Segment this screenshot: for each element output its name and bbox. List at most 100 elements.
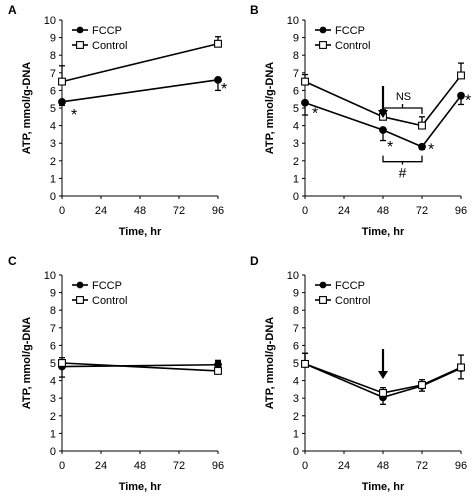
legend-marker xyxy=(319,26,327,34)
data-point-fccp xyxy=(418,142,426,151)
y-tick-label: 9 xyxy=(293,33,299,45)
y-tick-label: 10 xyxy=(44,270,56,282)
y-tick-label: 5 xyxy=(293,103,299,115)
legend-marker xyxy=(76,41,84,49)
hash-label: # xyxy=(399,165,407,181)
x-tick-label: 48 xyxy=(134,460,146,472)
y-tick-label: 9 xyxy=(293,288,299,300)
y-tick-label: 0 xyxy=(50,446,56,458)
y-tick-label: 6 xyxy=(293,340,299,352)
significance-asterisk: * xyxy=(428,142,434,159)
legend-label: Control xyxy=(335,295,370,307)
series-line-control xyxy=(61,362,219,372)
x-tick-label: 24 xyxy=(338,205,350,217)
y-tick-label: 2 xyxy=(293,156,299,168)
data-point-control xyxy=(58,359,66,367)
y-tick-label: 6 xyxy=(50,340,56,352)
y-tick-label: 8 xyxy=(50,50,56,62)
legend-marker xyxy=(76,296,84,304)
data-point-fccp xyxy=(379,126,387,134)
x-tick-label: 24 xyxy=(95,460,107,472)
legend-marker xyxy=(319,281,327,289)
legend-marker xyxy=(319,41,327,49)
x-axis-title: Time, hr xyxy=(119,481,162,493)
y-tick-label: 3 xyxy=(50,393,56,405)
data-point-control xyxy=(301,77,309,86)
y-tick-label: 6 xyxy=(50,85,56,97)
legend-label: FCCP xyxy=(92,25,122,37)
y-tick-label: 0 xyxy=(293,446,299,458)
significance-asterisk: * xyxy=(221,81,227,98)
panel-label: D xyxy=(250,254,259,268)
y-axis-title: ATP, mmol/g-DNA xyxy=(21,62,33,155)
data-point-fccp xyxy=(457,91,465,100)
y-tick-label: 5 xyxy=(293,358,299,370)
legend-label: Control xyxy=(92,40,127,52)
y-tick-label: 7 xyxy=(50,68,56,80)
series-line-fccp xyxy=(61,363,219,368)
data-point-control xyxy=(301,359,309,368)
data-point-control xyxy=(457,71,465,80)
data-point-fccp xyxy=(58,97,66,106)
x-axis-title: Time, hr xyxy=(362,226,405,238)
x-tick-label: 96 xyxy=(455,460,467,472)
ns-bracket xyxy=(382,104,423,114)
panel-d: D 0 1 2 3 4 5 6 7 8 9 10 0 24 48 72 96 Time, hr ATP, mmol/… xyxy=(250,254,467,493)
x-axis-title: Time, hr xyxy=(362,481,405,493)
y-tick-label: 9 xyxy=(50,33,56,45)
y-tick-label: 2 xyxy=(50,156,56,168)
x-tick-label: 96 xyxy=(212,205,224,217)
y-tick-label: 4 xyxy=(50,121,56,133)
y-tick-label: 7 xyxy=(293,68,299,80)
y-axis-title: ATP, mmol/g-DNA xyxy=(264,317,276,410)
x-tick-label: 48 xyxy=(377,205,389,217)
significance-asterisk: * xyxy=(387,139,393,156)
legend-marker xyxy=(76,281,84,289)
y-tick-label: 10 xyxy=(287,15,299,27)
x-tick-label: 96 xyxy=(455,205,467,217)
y-tick-label: 5 xyxy=(50,103,56,115)
series-line-fccp xyxy=(304,363,462,399)
x-tick-label: 24 xyxy=(338,460,350,472)
y-tick-label: 1 xyxy=(50,428,56,440)
y-tick-label: 7 xyxy=(293,323,299,335)
x-tick-label: 0 xyxy=(302,205,308,217)
y-tick-label: 10 xyxy=(44,15,56,27)
x-tick-label: 48 xyxy=(134,205,146,217)
legend-label: FCCP xyxy=(92,280,122,292)
legend-label: FCCP xyxy=(335,280,365,292)
y-axis-title: ATP, mmol/g-DNA xyxy=(264,62,276,155)
y-tick-label: 1 xyxy=(50,173,56,185)
legend-marker xyxy=(76,26,84,34)
y-tick-label: 3 xyxy=(50,138,56,150)
y-tick-label: 2 xyxy=(293,411,299,423)
y-tick-label: 4 xyxy=(50,376,56,388)
data-point-control xyxy=(457,363,465,372)
data-point-fccp xyxy=(301,98,309,107)
x-tick-label: 24 xyxy=(95,205,107,217)
data-point-control xyxy=(214,39,222,48)
panel-label: A xyxy=(8,3,17,17)
ns-label: NS xyxy=(396,91,411,103)
y-tick-label: 3 xyxy=(293,138,299,150)
series-line-control xyxy=(304,363,462,394)
series-line-fccp xyxy=(304,95,462,148)
legend-marker xyxy=(319,296,327,304)
x-tick-label: 48 xyxy=(377,460,389,472)
significance-asterisk: * xyxy=(312,106,318,123)
series-line-control xyxy=(304,74,462,127)
y-tick-label: 4 xyxy=(293,376,299,388)
y-tick-label: 8 xyxy=(293,50,299,62)
panel-b: B 0 1 2 3 4 5 6 7 8 9 10 0 24 48 72 96 Time, hr ATP, mmol/… xyxy=(250,3,471,238)
panel-a: A 0 1 2 3 4 5 6 7 8 9 10 0 24 48 72 96 Time, hr ATP, mmol/… xyxy=(8,3,227,238)
data-point-control xyxy=(418,121,426,130)
y-tick-label: 9 xyxy=(50,288,56,300)
y-tick-label: 2 xyxy=(50,411,56,423)
significance-asterisk: * xyxy=(71,107,77,124)
y-tick-label: 6 xyxy=(293,85,299,97)
arrow-head xyxy=(378,371,388,379)
x-tick-label: 72 xyxy=(416,460,428,472)
y-axis-title: ATP, mmol/g-DNA xyxy=(21,317,33,410)
y-tick-label: 8 xyxy=(293,305,299,317)
